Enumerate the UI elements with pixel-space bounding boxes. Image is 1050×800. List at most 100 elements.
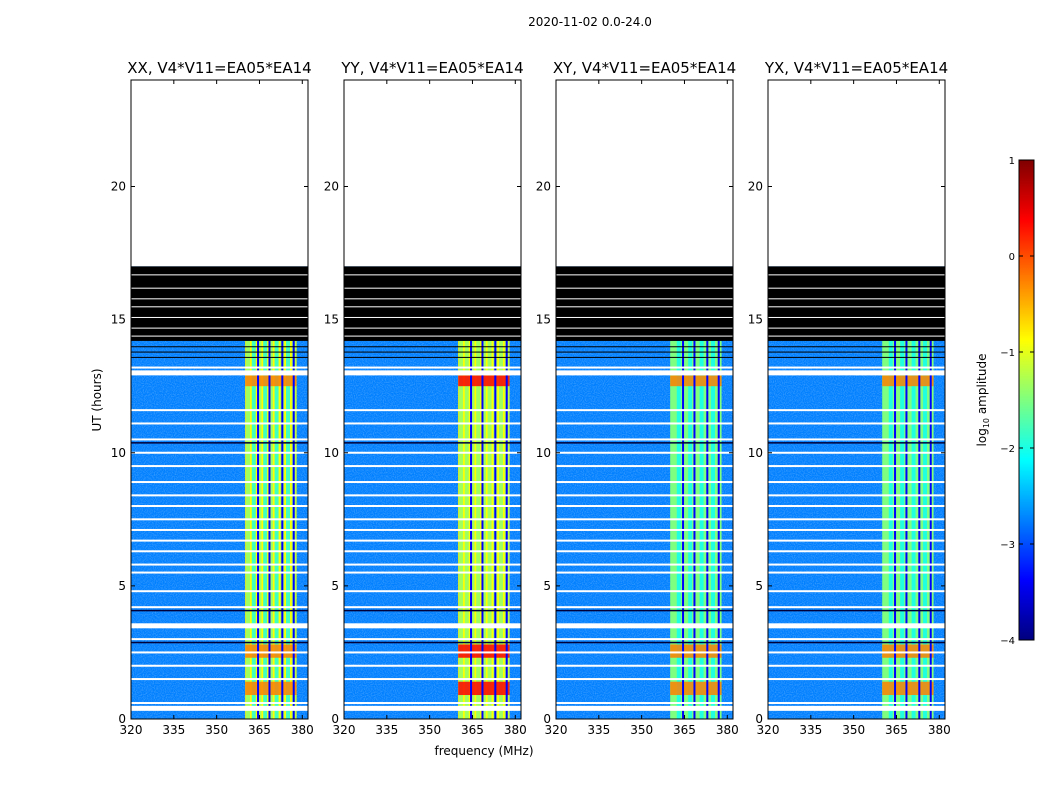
- flagged-row: [556, 609, 733, 612]
- flagged-row: [131, 590, 308, 593]
- flagged-row: [344, 451, 521, 454]
- panel-title: YX, V4*V11=EA05*EA14: [764, 59, 948, 77]
- flagged-row: [556, 563, 733, 566]
- flagged-row: [131, 366, 308, 369]
- band-hotspot: [245, 644, 297, 658]
- flagged-row: [344, 306, 521, 308]
- flagged-row: [131, 327, 308, 329]
- flagged-row: [768, 287, 945, 289]
- flagged-row: [131, 494, 308, 497]
- flagged-row: [131, 316, 308, 318]
- flagged-row: [344, 442, 521, 444]
- colorbar-tick-label: −4: [1000, 636, 1015, 647]
- y-tick-label: 10: [111, 446, 126, 460]
- flagged-row: [344, 366, 521, 369]
- band-hotspot: [670, 644, 722, 658]
- flagged-row: [768, 518, 945, 521]
- y-tick-label: 0: [543, 712, 551, 726]
- panel-title: YY, V4*V11=EA05*EA14: [340, 59, 523, 77]
- flagged-row: [768, 442, 945, 444]
- x-tick-label: 350: [842, 723, 865, 737]
- y-tick-label: 20: [324, 180, 339, 194]
- flagged-row: [556, 664, 733, 667]
- flagged-row: [344, 287, 521, 289]
- panel-title: XY, V4*V11=EA05*EA14: [553, 59, 736, 77]
- flagged-row: [131, 550, 308, 553]
- flagged-row: [344, 550, 521, 553]
- flagged-row: [344, 316, 521, 318]
- x-tick-label: 335: [162, 723, 185, 737]
- flagged-row: [131, 287, 308, 289]
- x-tick-label: 380: [291, 723, 314, 737]
- x-tick-label: 350: [630, 723, 653, 737]
- flagged-row: [768, 571, 945, 574]
- flagged-row: [131, 702, 308, 705]
- x-tick-label: 380: [716, 723, 739, 737]
- flagged-row: [768, 705, 945, 711]
- flagged-row: [556, 351, 733, 353]
- flagged-row: [768, 702, 945, 705]
- flagged-row: [556, 678, 733, 681]
- flagged-row: [344, 641, 521, 644]
- flagged-row: [556, 494, 733, 497]
- x-tick-label: 365: [248, 723, 271, 737]
- band-hotspot: [882, 375, 934, 387]
- flagged-row: [556, 481, 733, 484]
- y-tick-label: 15: [748, 313, 763, 327]
- y-tick-label: 5: [118, 579, 126, 593]
- band-hotspot: [458, 644, 510, 658]
- flagged-row: [768, 422, 945, 425]
- flagged-row: [556, 298, 733, 300]
- panel-1: YY, V4*V11=EA05*EA14 320 335 350 365 380 0 5 10 1…: [324, 59, 527, 737]
- flagged-row: [344, 494, 521, 497]
- flagged-row: [131, 422, 308, 425]
- flagged-row: [344, 606, 521, 609]
- flagged-row: [131, 528, 308, 531]
- flagged-row: [131, 274, 308, 276]
- flagged-row: [131, 298, 308, 300]
- flagged-row: [768, 623, 945, 626]
- y-tick-label: 0: [755, 712, 763, 726]
- flagged-row: [344, 651, 521, 654]
- flagged-row: [344, 623, 521, 626]
- y-tick-label: 15: [324, 313, 339, 327]
- flagged-row: [131, 571, 308, 574]
- flagged-row: [344, 505, 521, 507]
- flagged-row: [344, 335, 521, 337]
- flagged-row: [131, 664, 308, 667]
- flagged-row: [768, 316, 945, 318]
- flagged-row: [131, 505, 308, 507]
- panel-3: YX, V4*V11=EA05*EA14 320 335 350 365 380 0 5 10 1…: [748, 59, 951, 737]
- y-tick-label: 20: [536, 180, 551, 194]
- flagged-row: [344, 539, 521, 542]
- band-hotspot: [245, 375, 297, 387]
- y-tick-label: 5: [755, 579, 763, 593]
- flagged-row: [131, 563, 308, 566]
- flagged-row: [344, 298, 521, 300]
- panels-group: XX, V4*V11=EA05*EA14 320 335 350 365 380 0 5 10 1…: [111, 59, 951, 737]
- flagged-row: [344, 351, 521, 353]
- flagged-row: [556, 518, 733, 521]
- flagged-row: [556, 370, 733, 376]
- flagged-row: [768, 609, 945, 612]
- flagged-row: [768, 505, 945, 507]
- flagged-row: [768, 623, 945, 629]
- x-tick-label: 320: [120, 723, 143, 737]
- x-tick-label: 335: [587, 723, 610, 737]
- panel-0: XX, V4*V11=EA05*EA14 320 335 350 365 380 0 5 10 1…: [111, 59, 314, 737]
- flagged-row: [768, 528, 945, 531]
- y-tick-label: 10: [748, 446, 763, 460]
- flagged-row: [131, 518, 308, 521]
- colorbar: 1 0 −1 −2 −3 −4: [1000, 156, 1035, 647]
- flagged-row: [556, 623, 733, 629]
- flagged-row: [344, 623, 521, 629]
- flagged-row: [556, 641, 733, 644]
- flagged-row: [768, 409, 945, 412]
- y-tick-label: 5: [331, 579, 339, 593]
- flagged-row: [344, 678, 521, 681]
- flagged-row: [768, 327, 945, 329]
- flagged-row: [556, 346, 733, 348]
- flagged-row: [556, 287, 733, 289]
- flagged-row: [768, 335, 945, 337]
